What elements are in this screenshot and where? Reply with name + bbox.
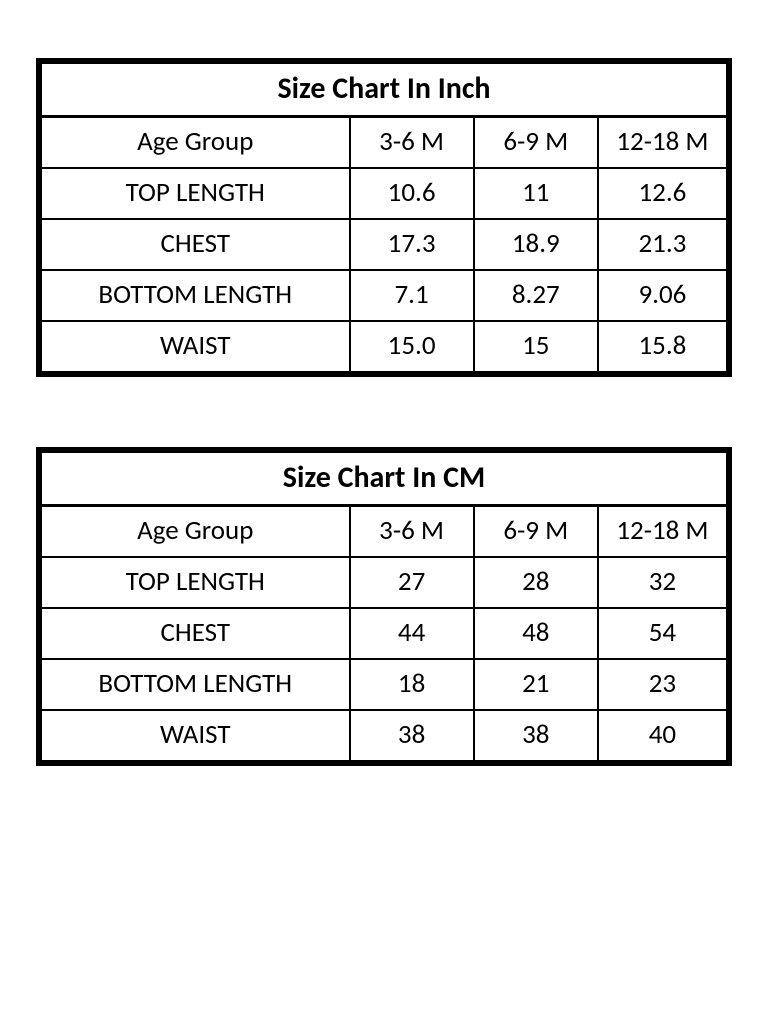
cell: 21.3 <box>598 219 729 270</box>
table-row: CHEST 17.3 18.9 21.3 <box>39 219 729 270</box>
page: Size Chart In Inch Age Group 3-6 M 6-9 M… <box>0 0 768 1024</box>
cell: 27 <box>350 557 474 608</box>
cell: 15.0 <box>350 321 474 374</box>
cell: 38 <box>474 710 598 763</box>
cell: 54 <box>598 608 729 659</box>
cell: 6-9 M <box>474 117 598 169</box>
cell: 17.3 <box>350 219 474 270</box>
cell: 23 <box>598 659 729 710</box>
cell: 32 <box>598 557 729 608</box>
cell: 9.06 <box>598 270 729 321</box>
cell: 12.6 <box>598 168 729 219</box>
table-row: Age Group 3-6 M 6-9 M 12-18 M <box>39 117 729 169</box>
cell: 8.27 <box>474 270 598 321</box>
table-row: WAIST 15.0 15 15.8 <box>39 321 729 374</box>
table-row: TOP LENGTH 27 28 32 <box>39 557 729 608</box>
table-row: BOTTOM LENGTH 7.1 8.27 9.06 <box>39 270 729 321</box>
cell: 40 <box>598 710 729 763</box>
cell: BOTTOM LENGTH <box>39 659 350 710</box>
size-chart-inch: Size Chart In Inch Age Group 3-6 M 6-9 M… <box>36 58 732 377</box>
cell: 12-18 M <box>598 117 729 169</box>
cell: 21 <box>474 659 598 710</box>
cell: TOP LENGTH <box>39 168 350 219</box>
cell: CHEST <box>39 608 350 659</box>
cell: 44 <box>350 608 474 659</box>
cell: 10.6 <box>350 168 474 219</box>
cell: 7.1 <box>350 270 474 321</box>
cell: 15.8 <box>598 321 729 374</box>
cell: 18.9 <box>474 219 598 270</box>
cell: 28 <box>474 557 598 608</box>
cell: TOP LENGTH <box>39 557 350 608</box>
cell: 38 <box>350 710 474 763</box>
table-row: BOTTOM LENGTH 18 21 23 <box>39 659 729 710</box>
cell: Age Group <box>39 117 350 169</box>
table-row: WAIST 38 38 40 <box>39 710 729 763</box>
cell: BOTTOM LENGTH <box>39 270 350 321</box>
cell: 18 <box>350 659 474 710</box>
cell: CHEST <box>39 219 350 270</box>
table-row: CHEST 44 48 54 <box>39 608 729 659</box>
cell: WAIST <box>39 710 350 763</box>
table-row: Age Group 3-6 M 6-9 M 12-18 M <box>39 506 729 558</box>
cell: 11 <box>474 168 598 219</box>
cell: 6-9 M <box>474 506 598 558</box>
table-title: Size Chart In Inch <box>39 61 729 117</box>
cell: 3-6 M <box>350 506 474 558</box>
table-title: Size Chart In CM <box>39 450 729 506</box>
cell: 3-6 M <box>350 117 474 169</box>
size-chart-cm: Size Chart In CM Age Group 3-6 M 6-9 M 1… <box>36 447 732 766</box>
table-row: TOP LENGTH 10.6 11 12.6 <box>39 168 729 219</box>
cell: 48 <box>474 608 598 659</box>
cell: Age Group <box>39 506 350 558</box>
cell: WAIST <box>39 321 350 374</box>
cell: 15 <box>474 321 598 374</box>
cell: 12-18 M <box>598 506 729 558</box>
